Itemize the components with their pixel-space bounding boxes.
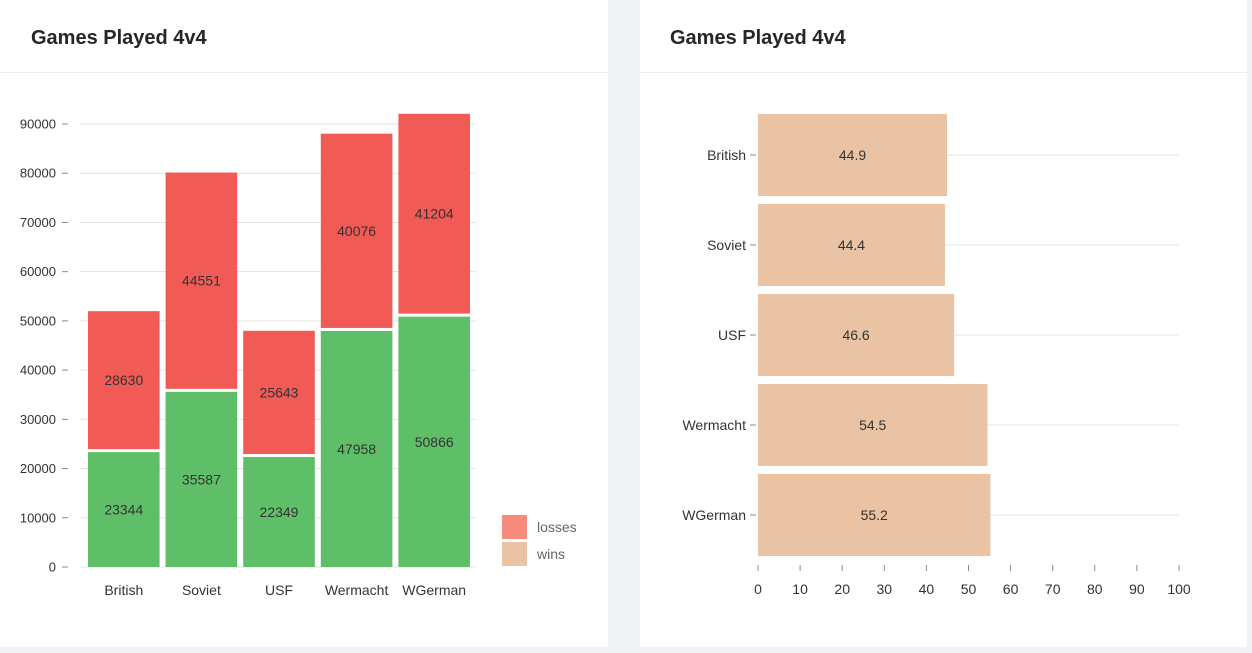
- losses-data-label: 41204: [415, 206, 454, 222]
- x-tick-label: 40: [919, 581, 935, 597]
- win-rate-bar: [758, 384, 988, 466]
- y-tick-label: USF: [718, 327, 746, 343]
- x-tick-label: Wermacht: [325, 582, 389, 598]
- win-rate-bar: [758, 114, 948, 196]
- x-tick-label: 70: [1045, 581, 1061, 597]
- x-tick-label: Soviet: [182, 582, 221, 598]
- bar-data-label: 44.4: [838, 237, 865, 253]
- x-tick-label: British: [104, 582, 143, 598]
- bar-data-label: 54.5: [859, 417, 886, 433]
- losses-data-label: 44551: [182, 273, 221, 289]
- wins-bar: [243, 456, 315, 567]
- legend-label-wins: wins: [536, 546, 565, 562]
- card-title: Games Played 4v4: [31, 27, 207, 49]
- bar-data-label: 55.2: [861, 507, 888, 523]
- y-tick-label: 10000: [20, 510, 56, 525]
- y-tick-label: Wermacht: [682, 417, 746, 433]
- wins-data-label: 47958: [337, 441, 376, 457]
- x-tick-label: 50: [961, 581, 977, 597]
- y-tick-label: 20000: [20, 461, 56, 476]
- y-tick-label: 40000: [20, 363, 56, 378]
- y-tick-label: 80000: [20, 166, 56, 181]
- horizontal-bar-chart: British 44.9 Soviet 44.4 USF 46.6 Wermacht 54.5…: [682, 114, 1191, 597]
- x-tick-label: WGerman: [402, 582, 466, 598]
- losses-bar: [320, 133, 393, 328]
- x-tick-label: 0: [754, 581, 762, 597]
- x-tick-label: 100: [1167, 581, 1191, 597]
- y-tick-label: 50000: [20, 313, 56, 328]
- x-tick-label: 60: [1003, 581, 1019, 597]
- wins-data-label: 23344: [104, 502, 143, 518]
- bar-data-label: 44.9: [839, 147, 866, 163]
- win-rate-card: Games Played 4v4 British 44.9 Soviet 44.4 US…: [640, 0, 1247, 647]
- x-tick-label: 90: [1129, 581, 1145, 597]
- stacked-games-card: Games Played 4v4 0 10000 20000 30000 40000 50…: [0, 0, 608, 647]
- win-rate-bar: [758, 474, 991, 556]
- legend-label-losses: losses: [537, 519, 577, 535]
- wins-bar: [320, 330, 393, 567]
- y-tick-label: 0: [49, 560, 56, 575]
- wins-bar: [165, 391, 238, 567]
- wins-bar: [88, 452, 160, 567]
- wins-data-label: 50866: [415, 434, 454, 450]
- y-tick-label: Soviet: [707, 237, 746, 253]
- x-tick-label: 10: [792, 581, 808, 597]
- x-tick-label: 20: [834, 581, 850, 597]
- losses-bar: [88, 311, 160, 450]
- losses-bar: [398, 113, 470, 314]
- y-tick-label: WGerman: [682, 507, 746, 523]
- x-tick-label: 80: [1087, 581, 1103, 597]
- wins-data-label: 35587: [182, 471, 221, 487]
- stacked-bar-chart: 0 10000 20000 30000 40000 50000 60000 70000 8000…: [20, 113, 577, 598]
- card-header: Games Played 4v4: [640, 0, 1247, 73]
- bar-data-label: 46.6: [842, 327, 869, 343]
- x-tick-label: USF: [265, 582, 293, 598]
- card-title: Games Played 4v4: [670, 27, 846, 49]
- x-tick-label: 30: [877, 581, 893, 597]
- y-tick-label: 90000: [20, 117, 56, 132]
- legend-swatch-wins: [502, 542, 527, 566]
- losses-data-label: 25643: [260, 384, 299, 400]
- losses-bar: [165, 172, 238, 389]
- y-tick-label: 70000: [20, 215, 56, 230]
- wins-data-label: 22349: [260, 504, 299, 520]
- y-tick-label: 60000: [20, 264, 56, 279]
- y-tick-label: 30000: [20, 412, 56, 427]
- card-header: Games Played 4v4: [0, 0, 608, 73]
- losses-bar: [243, 330, 315, 454]
- win-rate-bar: [758, 294, 955, 376]
- losses-data-label: 40076: [337, 223, 376, 239]
- legend-swatch-losses: [502, 515, 527, 539]
- wins-bar: [398, 316, 470, 567]
- losses-data-label: 28630: [104, 372, 143, 388]
- y-tick-label: British: [707, 147, 746, 163]
- win-rate-bar: [758, 204, 945, 286]
